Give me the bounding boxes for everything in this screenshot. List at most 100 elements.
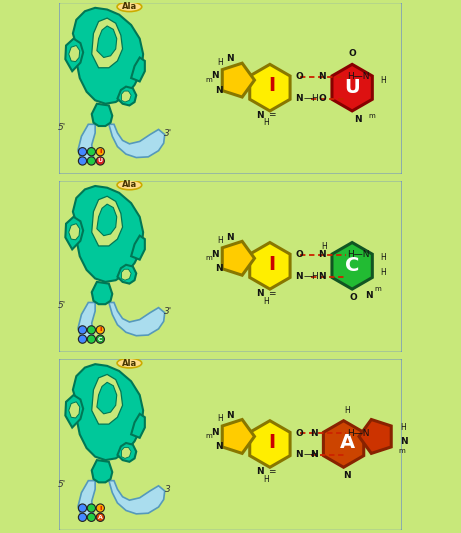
Text: H: H [400,423,406,432]
Polygon shape [359,419,391,454]
Polygon shape [332,64,372,111]
Ellipse shape [117,180,142,190]
Polygon shape [92,18,123,68]
Polygon shape [97,26,117,58]
Text: H—N: H—N [347,72,370,81]
FancyBboxPatch shape [59,359,402,531]
Circle shape [96,513,104,521]
Text: O: O [296,251,304,260]
Polygon shape [222,241,254,275]
Text: =: = [268,289,275,298]
Text: H: H [344,406,350,415]
Text: N: N [215,86,223,95]
Polygon shape [118,86,136,106]
Circle shape [87,326,95,334]
Text: —H: —H [303,450,319,459]
Text: N: N [226,54,234,63]
Polygon shape [92,196,123,246]
Polygon shape [92,375,123,424]
Polygon shape [92,104,112,126]
Text: N: N [256,289,264,298]
Text: U: U [344,78,360,97]
Text: C: C [98,337,102,342]
Text: H—N: H—N [347,251,370,260]
Polygon shape [109,302,165,336]
Text: I: I [268,255,275,273]
Text: N: N [295,94,303,103]
Text: N: N [226,411,234,419]
Text: I: I [99,149,101,154]
Circle shape [87,148,95,156]
Polygon shape [78,124,95,162]
Text: H: H [381,76,386,85]
Text: =: = [268,467,275,476]
Polygon shape [65,38,83,71]
Polygon shape [73,8,143,104]
Circle shape [87,157,95,165]
FancyBboxPatch shape [59,181,402,352]
Circle shape [96,335,104,343]
Circle shape [78,335,87,343]
Polygon shape [69,45,80,62]
Text: A: A [339,433,355,452]
Text: H: H [381,253,386,262]
Text: I: I [268,433,275,452]
Text: N: N [212,428,219,437]
Circle shape [87,504,95,512]
Text: H: H [217,414,223,423]
Text: H: H [264,296,269,305]
Text: N: N [295,450,303,459]
Text: 3': 3' [164,307,172,316]
Polygon shape [97,204,117,236]
Text: 5': 5' [58,480,66,489]
Polygon shape [118,265,136,284]
Text: I: I [99,327,101,333]
Ellipse shape [117,358,142,368]
Text: N: N [212,71,219,80]
Text: N: N [215,264,223,273]
Text: 5': 5' [58,123,66,132]
Polygon shape [122,269,131,280]
Text: m: m [205,433,212,439]
Circle shape [96,326,104,334]
Circle shape [78,148,87,156]
Text: O: O [348,49,356,58]
Text: C: C [345,256,359,276]
Polygon shape [324,421,364,467]
Text: m: m [374,286,381,293]
Text: N: N [365,291,373,300]
Circle shape [96,504,104,512]
Text: N: N [256,467,264,476]
Text: U: U [98,158,103,164]
Text: H: H [264,475,269,484]
Polygon shape [222,419,254,454]
Polygon shape [131,58,145,82]
Text: N: N [295,272,303,281]
Polygon shape [109,481,165,514]
Text: O: O [319,94,326,103]
FancyBboxPatch shape [59,2,402,174]
Polygon shape [78,302,95,340]
Polygon shape [97,382,117,414]
Text: 3': 3' [164,129,172,138]
Text: H—N: H—N [347,429,370,438]
Polygon shape [131,236,145,260]
Polygon shape [122,447,131,458]
Polygon shape [78,481,95,518]
Text: m: m [369,112,375,119]
Circle shape [96,157,104,165]
Text: O: O [350,293,358,302]
Text: O: O [296,72,304,81]
Polygon shape [73,186,143,282]
Polygon shape [65,395,83,427]
Text: N: N [355,115,362,124]
Polygon shape [332,243,372,289]
Text: N: N [212,249,219,259]
Circle shape [96,148,104,156]
Text: N: N [400,437,408,446]
Circle shape [78,513,87,521]
Polygon shape [109,124,165,158]
Text: H: H [381,268,386,277]
Polygon shape [69,402,80,418]
Polygon shape [250,64,290,111]
